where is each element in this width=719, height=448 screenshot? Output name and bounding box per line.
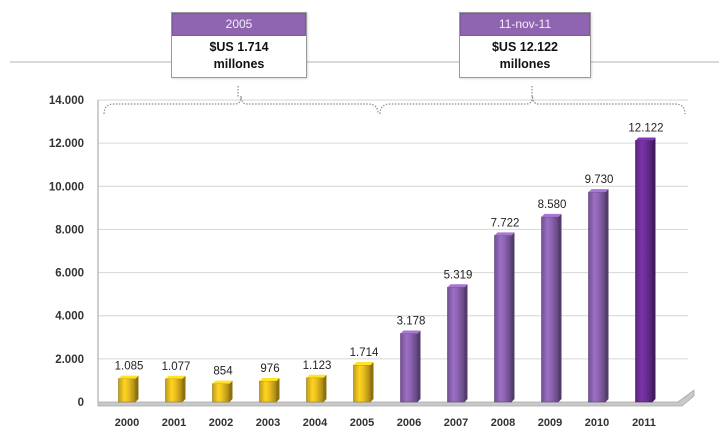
x-tick-label: 2010	[585, 417, 609, 429]
y-tick-label: 14.000	[49, 95, 84, 107]
value-label: 7.722	[491, 217, 520, 229]
y-tick-label: 4.000	[55, 311, 84, 323]
brace-2000-2005	[103, 95, 379, 115]
bar-side	[652, 137, 656, 402]
x-tick-label: 2000	[115, 417, 139, 429]
value-label: 3.178	[397, 315, 426, 327]
callout-2005-amount: $US 1.714	[209, 40, 269, 54]
value-label: 9.730	[585, 174, 614, 186]
bar-2005	[353, 364, 371, 403]
bar-top	[447, 284, 468, 288]
bar-side	[276, 377, 280, 402]
bar-top	[588, 189, 609, 193]
callout-2011: 11-nov-11 $US 12.122 millones	[459, 12, 591, 78]
bar-side	[323, 374, 327, 402]
value-label: 1.085	[115, 361, 144, 373]
bar-side	[464, 284, 468, 402]
bar-2002	[212, 383, 230, 403]
bar-top	[635, 137, 656, 141]
bar-side	[370, 362, 374, 402]
callout-2005-unit: millones	[213, 57, 265, 71]
x-tick-label: 2006	[397, 417, 421, 429]
bar-2007	[447, 286, 465, 403]
y-tick-label: 10.000	[49, 181, 84, 193]
bar-side	[182, 375, 186, 402]
bar-2011	[635, 140, 653, 403]
x-tick-label: 2002	[209, 417, 233, 429]
y-tick-label: 8.000	[55, 224, 84, 236]
bar-top	[306, 374, 327, 378]
x-tick-label: 2008	[491, 417, 515, 429]
x-tick-label: 2001	[162, 417, 186, 429]
bar-side	[229, 380, 233, 402]
x-tick-label: 2007	[444, 417, 468, 429]
y-tick-label: 12.000	[49, 138, 84, 150]
bar-top	[118, 375, 139, 379]
bar-2006	[400, 333, 418, 403]
value-label: 854	[213, 366, 233, 378]
callout-2011-header: 11-nov-11	[460, 13, 590, 36]
bar-side	[605, 189, 609, 402]
callout-2011-unit: millones	[499, 57, 551, 71]
x-tick-label: 2009	[538, 417, 562, 429]
value-label: 8.580	[538, 199, 567, 211]
callout-2005: 2005 $US 1.714 millones	[171, 12, 307, 78]
bar-top	[400, 330, 421, 334]
callout-2011-amount: $US 12.122	[491, 40, 559, 54]
bar-top	[541, 213, 562, 217]
x-tick-label: 2004	[303, 417, 328, 429]
bar-top	[494, 232, 515, 236]
bar-side	[558, 213, 562, 402]
x-tick-label: 2003	[256, 417, 280, 429]
bar-2010	[588, 191, 606, 403]
bar-2008	[494, 235, 512, 403]
bar-top	[353, 362, 374, 366]
bar-2001	[165, 378, 183, 403]
callout-2005-header: 2005	[172, 13, 306, 36]
bar-side	[135, 375, 139, 402]
bar-top	[212, 380, 233, 384]
y-tick-label: 2.000	[55, 354, 84, 366]
bar-2009	[541, 216, 559, 403]
value-label: 1.123	[303, 360, 332, 372]
y-tick-label: 6.000	[55, 268, 84, 280]
bar-side	[417, 330, 421, 402]
bar-top	[165, 375, 186, 379]
brace-2006-2011	[379, 95, 686, 115]
bar-2003	[259, 380, 277, 403]
bar-side	[511, 232, 515, 402]
value-label: 976	[260, 363, 279, 375]
bar-2004	[306, 377, 324, 403]
y-tick-label: 0	[78, 397, 84, 409]
value-label: 1.077	[162, 361, 191, 373]
value-label: 1.714	[350, 347, 379, 359]
value-label: 5.319	[444, 269, 473, 281]
value-label: 12.122	[628, 123, 663, 135]
x-tick-label: 2005	[350, 417, 374, 429]
x-tick-label: 2011	[632, 417, 656, 429]
bar-2000	[118, 378, 136, 403]
bar-top	[259, 377, 280, 381]
